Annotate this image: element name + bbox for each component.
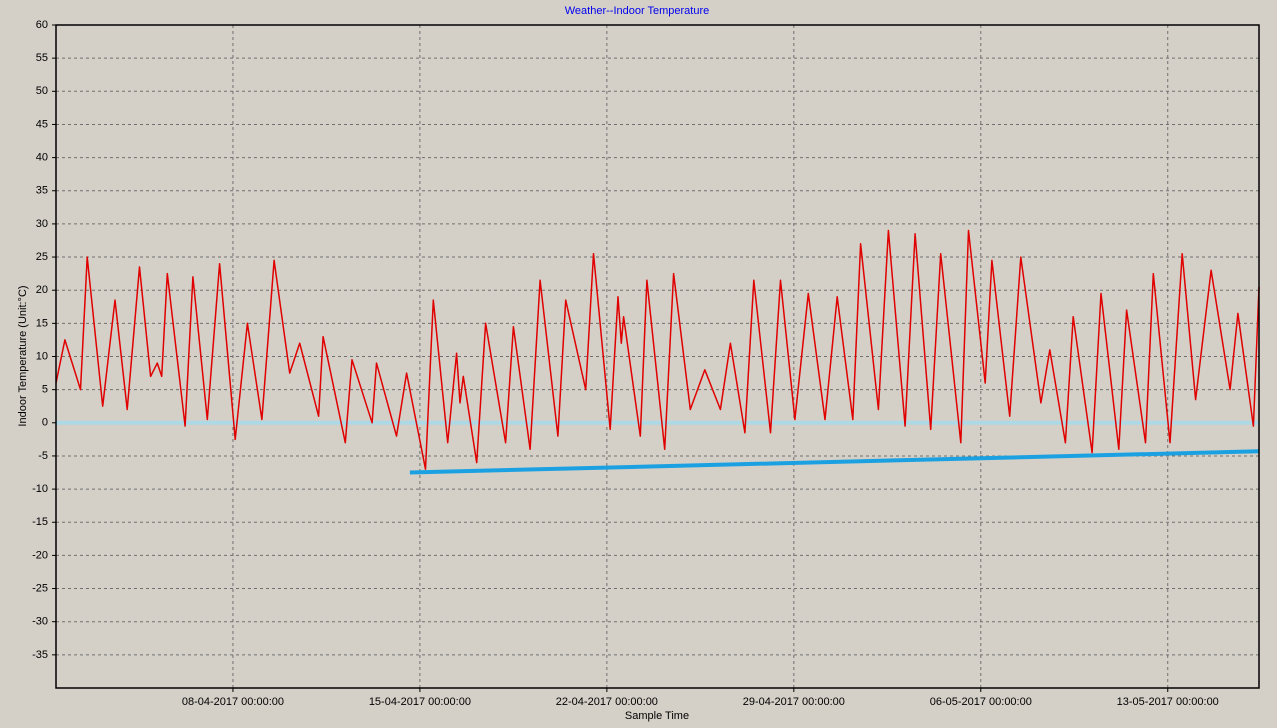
y-tick-label: 5	[42, 384, 48, 396]
x-axis-label: Sample Time	[625, 710, 689, 722]
y-tick-label: 60	[36, 19, 48, 31]
y-tick-label: 40	[36, 152, 48, 164]
y-tick-label: 15	[36, 317, 48, 329]
y-tick-label: 10	[36, 350, 48, 362]
y-tick-label: 20	[36, 284, 48, 296]
y-tick-label: -5	[38, 450, 48, 462]
y-tick-label: 0	[42, 417, 48, 429]
y-tick-label: 45	[36, 118, 48, 130]
y-tick-label: 30	[36, 218, 48, 230]
series-line	[55, 229, 1260, 470]
chart-title: Weather--Indoor Temperature	[565, 5, 710, 17]
y-tick-label: -15	[32, 516, 48, 528]
y-tick-label: 35	[36, 185, 48, 197]
y-tick-label: 55	[36, 52, 48, 64]
y-tick-label: -35	[32, 649, 48, 661]
y-axis-label: Indoor Temperature (Unit:°C)	[17, 285, 29, 426]
x-tick-label: 13-05-2017 00:00:00	[1117, 696, 1219, 708]
y-tick-label: 50	[36, 85, 48, 97]
x-tick-label: 06-05-2017 00:00:00	[930, 696, 1032, 708]
x-tick-label: 08-04-2017 00:00:00	[182, 696, 284, 708]
plot-border	[55, 24, 1260, 689]
y-tick-label: -30	[32, 616, 48, 628]
x-tick-label: 22-04-2017 00:00:00	[556, 696, 658, 708]
y-tick-label: 25	[36, 251, 48, 263]
y-tick-label: -20	[32, 549, 48, 561]
series-line	[409, 449, 1260, 475]
x-tick-label: 29-04-2017 00:00:00	[743, 696, 845, 708]
x-tick-label: 15-04-2017 00:00:00	[369, 696, 471, 708]
y-tick-label: -25	[32, 582, 48, 594]
y-tick-label: -10	[32, 483, 48, 495]
